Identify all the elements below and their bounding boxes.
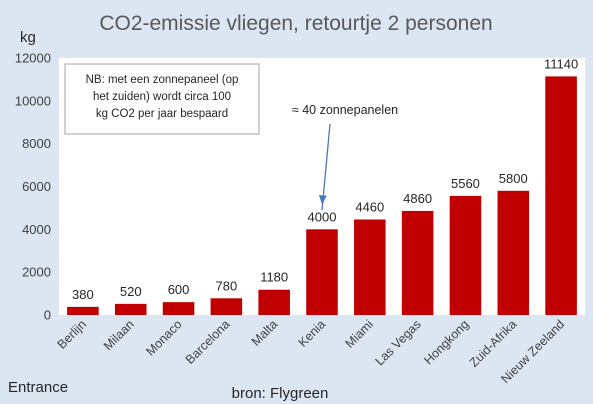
data-label: 5800 xyxy=(499,171,528,186)
data-label: 4000 xyxy=(308,209,337,224)
chart-title: CO2-emissie vliegen, retourtje 2 persone… xyxy=(99,12,492,35)
y-tick-label: 2000 xyxy=(22,265,51,280)
data-label: 11140 xyxy=(544,56,578,71)
y-tick-label: 4000 xyxy=(22,222,51,237)
bar xyxy=(545,76,577,315)
bars-group xyxy=(67,76,577,315)
bar xyxy=(401,210,434,315)
note-box: NB: met een zonnepaneel (op het zuiden) … xyxy=(64,63,260,135)
y-tick-label: 0 xyxy=(44,308,51,323)
data-label: 380 xyxy=(72,287,94,302)
annotation-text: ≈ 40 zonnepanelen xyxy=(292,103,398,117)
y-tick-label: 10000 xyxy=(15,93,51,108)
source-label: bron: Flygreen xyxy=(232,385,329,402)
bar xyxy=(306,229,338,315)
data-label: 4860 xyxy=(403,191,432,206)
annotation-arrow xyxy=(318,123,331,211)
bar xyxy=(210,298,243,315)
bar xyxy=(258,289,290,315)
data-labels-group: 380 520 600 780 1180 4000 4460 4860 5560 5800 1114… xyxy=(72,56,578,301)
note-box-border xyxy=(64,63,260,135)
bar xyxy=(67,306,99,315)
data-label: 4460 xyxy=(355,199,384,214)
note-line-1: NB: met een zonnepaneel (op xyxy=(86,74,239,86)
data-label: 520 xyxy=(120,284,142,299)
data-label: 600 xyxy=(168,282,190,297)
data-label: 1180 xyxy=(260,270,288,285)
bar xyxy=(449,195,482,315)
annotation-arrow-head xyxy=(318,194,327,205)
y-axis-unit-label: kg xyxy=(20,29,36,46)
bar xyxy=(162,302,195,315)
y-tick-label: 6000 xyxy=(22,179,51,194)
data-label: 780 xyxy=(216,278,238,293)
bar xyxy=(114,303,147,315)
note-line-2: het zuiden) wordt circa 100 xyxy=(93,91,231,103)
footer-left-label: Entrance xyxy=(8,379,68,396)
y-tick-label: 8000 xyxy=(22,136,51,151)
data-label: 5560 xyxy=(451,176,480,191)
y-axis-ticks: 0 2000 4000 6000 8000 10000 12000 xyxy=(15,51,51,323)
note-line-3: kg CO2 per jaar bespaard xyxy=(96,108,228,120)
bar xyxy=(497,190,530,315)
y-tick-label: 12000 xyxy=(15,51,51,66)
bar xyxy=(354,219,386,315)
